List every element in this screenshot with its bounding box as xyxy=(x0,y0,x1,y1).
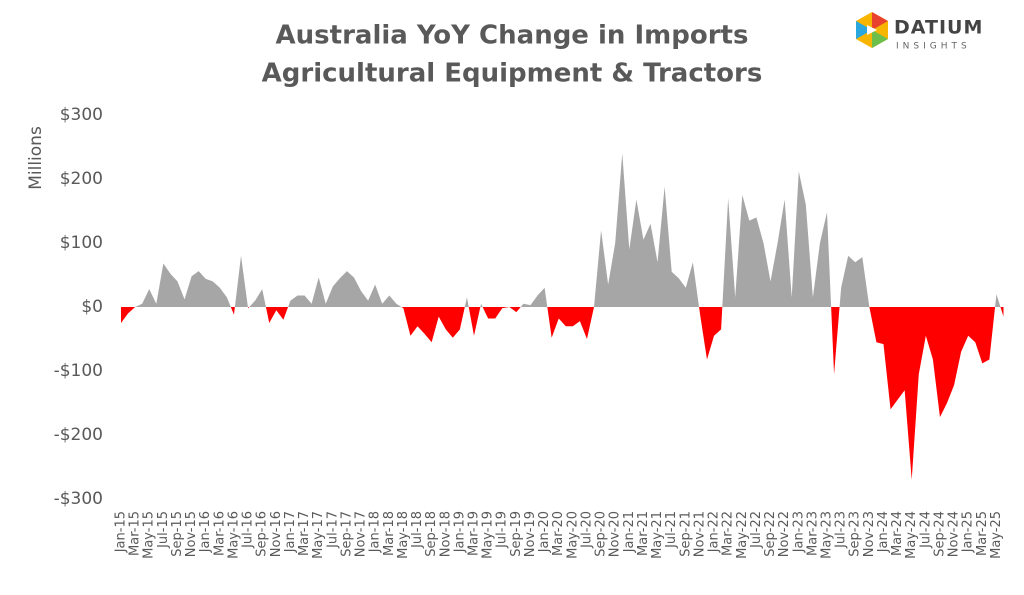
x-tick-label: May-20 xyxy=(565,511,580,559)
x-tick-label: Jul-24 xyxy=(918,511,933,549)
x-tick-label: May-17 xyxy=(311,511,326,559)
x-tick-label: May-18 xyxy=(396,511,411,559)
logo-mark xyxy=(867,25,877,35)
x-tick-label: Mar-24 xyxy=(890,511,905,556)
x-tick-label: Mar-19 xyxy=(467,511,482,556)
logo-tagline: INSIGHTS xyxy=(896,42,971,52)
x-tick-label: Jan-20 xyxy=(537,511,552,553)
x-tick-label: May-23 xyxy=(820,511,835,559)
x-tick-label: Sep-18 xyxy=(424,511,439,557)
x-tick-label: Nov-20 xyxy=(608,511,623,557)
logo-mark xyxy=(872,30,888,48)
x-tick-label: Jan-23 xyxy=(791,511,806,553)
x-tick-label: Nov-15 xyxy=(184,511,199,557)
x-tick-label: May-21 xyxy=(650,511,665,559)
x-tick-label: Mar-17 xyxy=(297,511,312,556)
x-tick-label: Mar-20 xyxy=(551,511,566,556)
x-tick-label: Jul-23 xyxy=(834,511,849,549)
x-tick-label: Jul-15 xyxy=(156,511,171,549)
y-tick-label: -$200 xyxy=(54,425,103,445)
x-tick-label: Mar-22 xyxy=(721,511,736,556)
x-tick-label: Jan-17 xyxy=(283,511,298,553)
x-tick-label: Jan-18 xyxy=(368,511,383,553)
y-tick-label: -$300 xyxy=(54,489,103,509)
x-tick-label: Nov-19 xyxy=(523,511,538,557)
logo-mark xyxy=(856,21,872,39)
x-tick-label: Sep-19 xyxy=(509,511,524,557)
x-tick-label: Sep-24 xyxy=(932,511,947,557)
x-tick-label: Jul-16 xyxy=(241,511,256,549)
x-tick-label: Sep-23 xyxy=(848,511,863,557)
logo-mark xyxy=(872,12,888,30)
x-tick-label: Nov-21 xyxy=(692,511,707,557)
area-positive xyxy=(121,153,1004,307)
x-tick-label: May-19 xyxy=(481,511,496,559)
x-tick-label: May-16 xyxy=(226,511,241,559)
chart-title: Australia YoY Change in Imports xyxy=(276,21,749,51)
x-tick-label: Jul-18 xyxy=(410,511,425,549)
y-tick-label: $100 xyxy=(60,233,103,253)
x-tick-label: Nov-22 xyxy=(777,511,792,557)
x-tick-label: Jan-16 xyxy=(198,511,213,553)
x-tick-label: Jul-17 xyxy=(325,511,340,549)
x-tick-label: Sep-20 xyxy=(594,511,609,557)
x-tick-label: Nov-23 xyxy=(862,511,877,557)
x-tick-label: Jan-19 xyxy=(452,511,467,553)
x-tick-label: Jan-22 xyxy=(707,511,722,553)
x-tick-label: Mar-23 xyxy=(805,511,820,556)
x-tick-label: Sep-15 xyxy=(170,511,185,557)
x-tick-label: Nov-17 xyxy=(354,511,369,557)
x-tick-label: Nov-16 xyxy=(269,511,284,557)
x-tick-label: May-24 xyxy=(904,511,919,559)
x-tick-label: Sep-21 xyxy=(678,511,693,557)
x-tick-label: May-25 xyxy=(989,511,1004,559)
x-tick-label: Jul-20 xyxy=(579,511,594,549)
x-tick-label: Nov-18 xyxy=(438,511,453,557)
x-tick-label: Jul-22 xyxy=(749,511,764,549)
y-tick-label: -$100 xyxy=(54,361,103,381)
y-tick-label: $200 xyxy=(60,169,103,189)
x-tick-label: Mar-18 xyxy=(382,511,397,556)
x-tick-label: Jul-19 xyxy=(495,511,510,549)
x-tick-label: Sep-22 xyxy=(763,511,778,557)
x-tick-label: Mar-25 xyxy=(975,511,990,556)
logo-name: DATIUM xyxy=(894,17,983,39)
x-tick-label: Jan-21 xyxy=(622,511,637,553)
x-tick-label: Jan-24 xyxy=(876,511,891,553)
x-tick-label: Mar-15 xyxy=(128,511,143,556)
x-tick-label: Mar-16 xyxy=(212,511,227,556)
x-tick-label: Mar-21 xyxy=(636,511,651,556)
y-tick-label: $300 xyxy=(60,105,103,125)
x-tick-label: Nov-24 xyxy=(947,511,962,557)
logo: DATIUM INSIGHTS xyxy=(856,12,983,52)
x-tick-label: Jan-15 xyxy=(114,511,129,553)
area-negative xyxy=(121,307,1004,480)
x-tick-label: Jan-25 xyxy=(961,511,976,553)
x-tick-label: Sep-16 xyxy=(255,511,270,557)
x-tick-label: Jul-21 xyxy=(664,511,679,549)
x-tick-label: Sep-17 xyxy=(339,511,354,557)
y-axis-label: Millions xyxy=(26,126,46,190)
x-tick-label: May-22 xyxy=(735,511,750,559)
chart-subtitle: Agricultural Equipment & Tractors xyxy=(262,59,763,89)
y-tick-label: $0 xyxy=(81,297,103,317)
x-tick-label: May-15 xyxy=(142,511,157,559)
